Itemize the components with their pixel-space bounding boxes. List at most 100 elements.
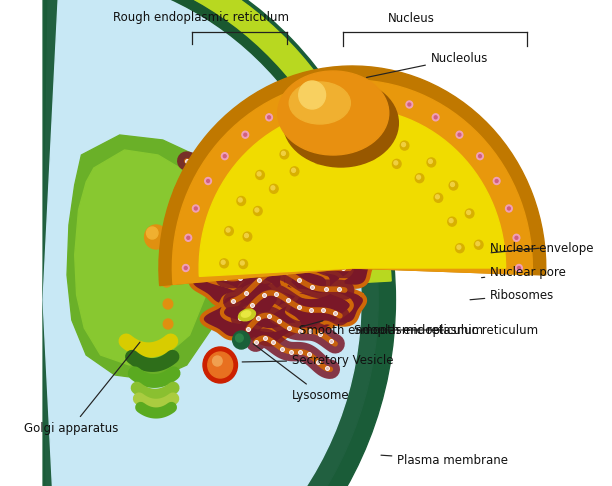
Circle shape: [467, 210, 471, 214]
Circle shape: [513, 234, 520, 241]
Circle shape: [493, 177, 500, 185]
Polygon shape: [191, 110, 354, 208]
Circle shape: [192, 205, 199, 212]
Circle shape: [226, 228, 230, 232]
Circle shape: [434, 193, 442, 202]
Circle shape: [207, 179, 209, 183]
Circle shape: [290, 167, 299, 176]
Polygon shape: [183, 197, 267, 261]
Circle shape: [195, 207, 197, 210]
Circle shape: [299, 81, 326, 109]
Text: Smooth endoplasmic reticulum: Smooth endoplasmic reticulum: [354, 324, 539, 336]
Circle shape: [339, 130, 348, 139]
Circle shape: [255, 208, 259, 212]
Wedge shape: [199, 108, 506, 277]
Circle shape: [474, 240, 483, 249]
Circle shape: [160, 255, 169, 265]
Circle shape: [280, 150, 289, 159]
Circle shape: [146, 227, 158, 239]
Circle shape: [208, 352, 233, 378]
Circle shape: [163, 299, 173, 309]
Circle shape: [310, 138, 314, 141]
Circle shape: [435, 116, 437, 119]
Wedge shape: [43, 0, 395, 486]
Circle shape: [282, 151, 285, 156]
Circle shape: [380, 95, 382, 98]
Circle shape: [416, 174, 424, 183]
Circle shape: [408, 103, 411, 106]
Text: Nuclear pore: Nuclear pore: [482, 265, 566, 278]
Circle shape: [239, 260, 248, 269]
Ellipse shape: [278, 71, 389, 155]
Circle shape: [233, 331, 250, 349]
Polygon shape: [242, 150, 362, 235]
Wedge shape: [173, 80, 532, 284]
Circle shape: [458, 133, 461, 136]
Circle shape: [237, 196, 245, 206]
Polygon shape: [176, 155, 289, 234]
Circle shape: [316, 156, 319, 160]
Circle shape: [417, 175, 420, 179]
Circle shape: [349, 90, 356, 98]
Polygon shape: [222, 261, 352, 330]
Circle shape: [450, 183, 455, 187]
Ellipse shape: [239, 211, 258, 225]
Circle shape: [241, 261, 244, 265]
Circle shape: [203, 347, 237, 383]
Circle shape: [401, 142, 406, 147]
Circle shape: [239, 198, 242, 202]
Ellipse shape: [217, 220, 243, 240]
Circle shape: [242, 131, 248, 138]
Circle shape: [220, 259, 228, 268]
Circle shape: [342, 151, 346, 156]
Circle shape: [368, 153, 372, 156]
Ellipse shape: [239, 309, 255, 321]
Text: Lysosome: Lysosome: [253, 344, 349, 401]
Ellipse shape: [241, 311, 251, 317]
Circle shape: [428, 159, 432, 163]
Circle shape: [222, 260, 225, 264]
Circle shape: [292, 168, 296, 173]
Polygon shape: [75, 150, 215, 365]
Circle shape: [256, 171, 264, 179]
Ellipse shape: [228, 240, 255, 260]
Circle shape: [449, 219, 453, 223]
Text: Nucleus: Nucleus: [388, 12, 435, 24]
Circle shape: [225, 226, 233, 236]
Circle shape: [477, 153, 483, 160]
Circle shape: [432, 114, 439, 121]
Circle shape: [400, 141, 409, 150]
Circle shape: [456, 131, 463, 138]
Circle shape: [367, 151, 376, 160]
Circle shape: [185, 234, 192, 241]
Circle shape: [378, 93, 385, 100]
Circle shape: [465, 209, 474, 218]
Circle shape: [236, 334, 243, 342]
Circle shape: [205, 177, 211, 185]
Circle shape: [184, 266, 187, 270]
Circle shape: [518, 266, 520, 270]
Circle shape: [315, 155, 323, 164]
Circle shape: [212, 356, 222, 366]
Polygon shape: [67, 135, 239, 380]
Polygon shape: [271, 264, 365, 330]
Circle shape: [340, 131, 345, 135]
Circle shape: [162, 277, 171, 287]
Circle shape: [271, 186, 275, 190]
Circle shape: [182, 264, 189, 272]
Circle shape: [245, 234, 248, 238]
Circle shape: [495, 179, 498, 183]
Ellipse shape: [217, 286, 239, 304]
Circle shape: [392, 159, 401, 168]
Text: Nucleolus: Nucleolus: [367, 52, 488, 77]
Ellipse shape: [225, 263, 250, 281]
Circle shape: [340, 150, 349, 159]
Polygon shape: [251, 180, 367, 262]
Text: Golgi apparatus: Golgi apparatus: [24, 342, 140, 434]
Circle shape: [257, 172, 261, 176]
Circle shape: [448, 217, 457, 226]
Circle shape: [320, 93, 327, 100]
Circle shape: [187, 236, 190, 239]
Circle shape: [516, 264, 522, 272]
Circle shape: [406, 101, 412, 108]
